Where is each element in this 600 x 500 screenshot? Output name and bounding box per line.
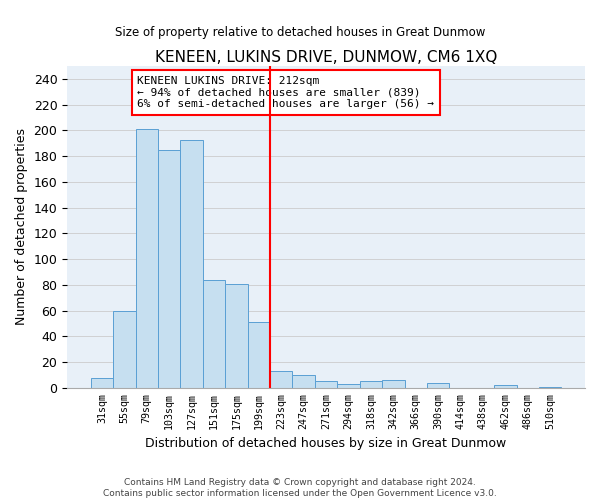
Bar [158, 150, 181, 388]
Bar [181, 140, 203, 388]
Title: KENEEN, LUKINS DRIVE, DUNMOW, CM6 1XQ: KENEEN, LUKINS DRIVE, DUNMOW, CM6 1XQ [155, 50, 497, 65]
Bar [113, 310, 136, 388]
Bar [539, 386, 562, 388]
Bar [292, 375, 315, 388]
Bar [136, 129, 158, 388]
Bar [360, 382, 382, 388]
Bar [248, 322, 270, 388]
Text: Size of property relative to detached houses in Great Dunmow: Size of property relative to detached ho… [115, 26, 485, 39]
Y-axis label: Number of detached properties: Number of detached properties [15, 128, 28, 326]
Bar [315, 382, 337, 388]
Bar [225, 284, 248, 388]
X-axis label: Distribution of detached houses by size in Great Dunmow: Distribution of detached houses by size … [145, 437, 507, 450]
Text: KENEEN LUKINS DRIVE: 212sqm
← 94% of detached houses are smaller (839)
6% of sem: KENEEN LUKINS DRIVE: 212sqm ← 94% of det… [137, 76, 434, 109]
Bar [270, 371, 292, 388]
Text: Contains HM Land Registry data © Crown copyright and database right 2024.
Contai: Contains HM Land Registry data © Crown c… [103, 478, 497, 498]
Bar [203, 280, 225, 388]
Bar [427, 382, 449, 388]
Bar [494, 385, 517, 388]
Bar [382, 380, 404, 388]
Bar [337, 384, 360, 388]
Bar [91, 378, 113, 388]
